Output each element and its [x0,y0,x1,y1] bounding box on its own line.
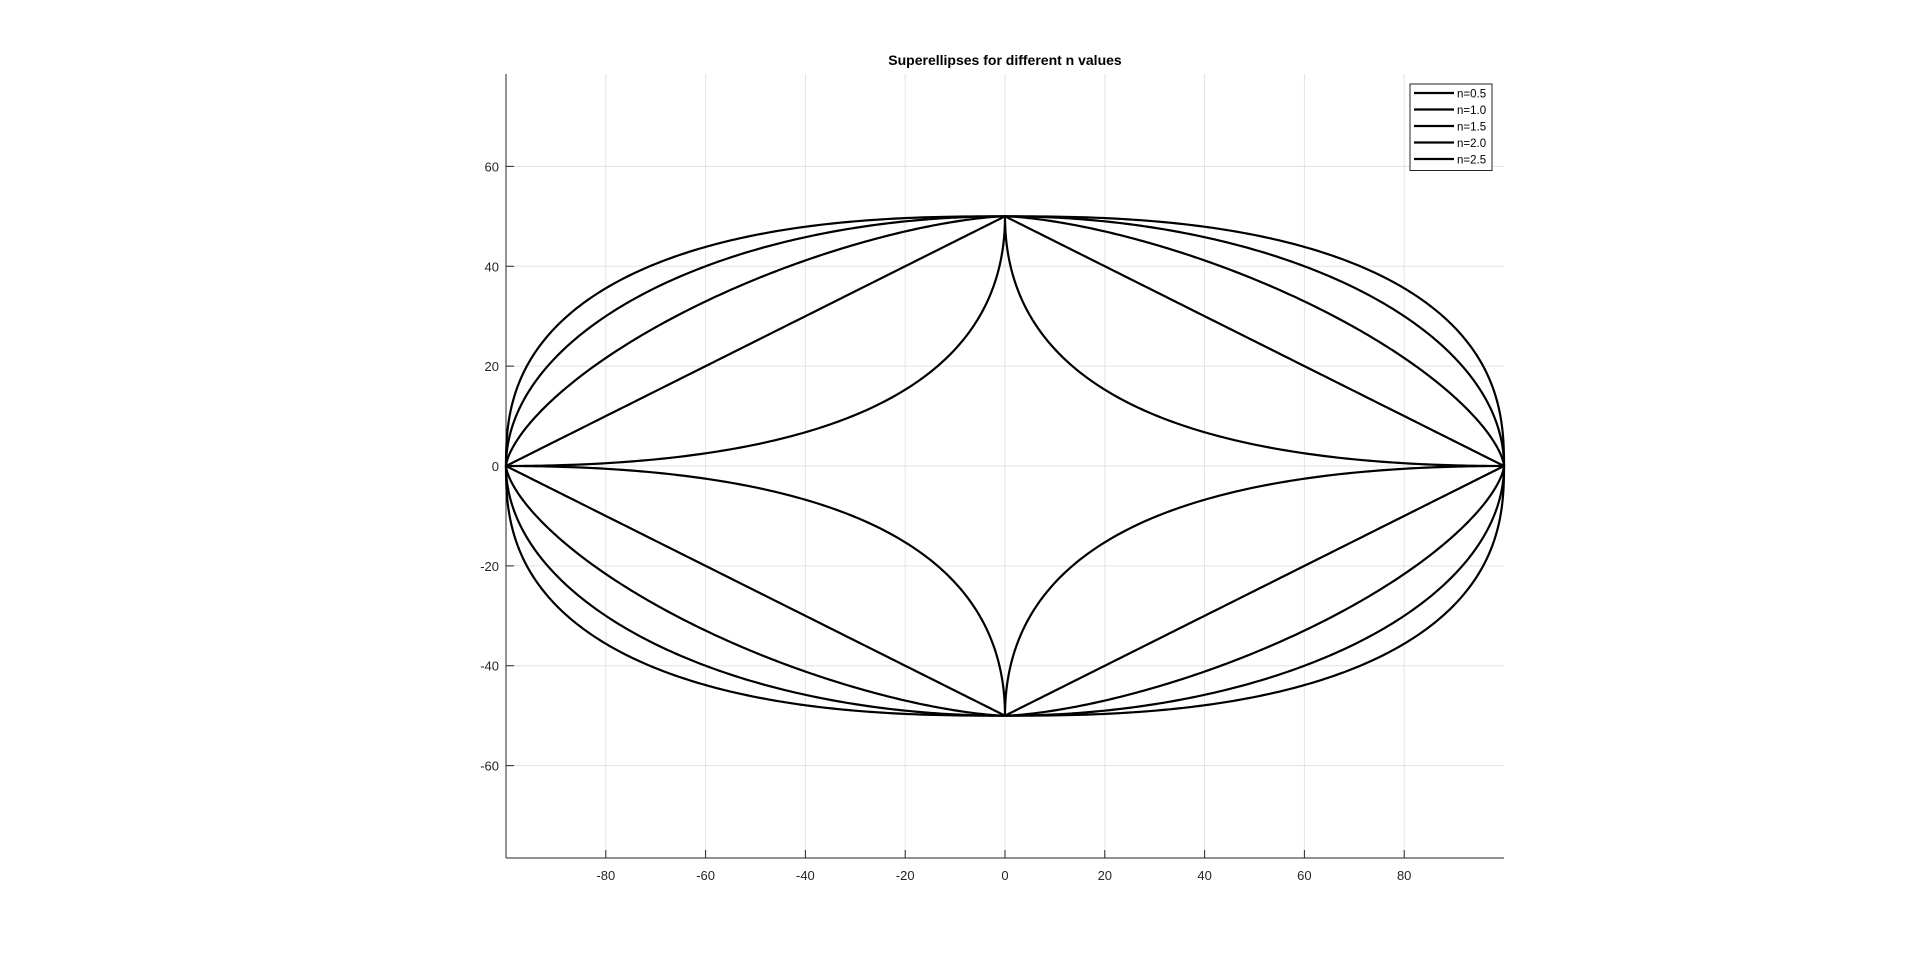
y-tick-label: 60 [485,159,499,174]
x-tick-label: 80 [1397,868,1411,883]
legend-box [1409,83,1493,171]
grid-lines [506,74,1504,858]
series-lines [504,215,1506,717]
legend-label: n=1.0 [1457,105,1486,117]
x-tick-label: -80 [596,868,615,883]
x-tick-label: -40 [796,868,815,883]
x-tick-label: 20 [1098,868,1112,883]
legend-label: n=1.5 [1457,122,1486,134]
chart-title: Superellipses for different n values [888,52,1122,68]
legend-label: n=2.5 [1457,155,1486,167]
x-tick-label: 0 [1001,868,1008,883]
y-tick-label: 40 [485,259,499,274]
y-tick-label: -20 [480,559,499,574]
x-tick-label: -60 [696,868,715,883]
y-tick-label: 0 [492,459,499,474]
legend: n=0.5 n=1.0 n=1.5 n=2.0 n=2.5 [1409,83,1493,171]
legend-label: n=0.5 [1457,89,1486,101]
x-tick-label: 40 [1197,868,1211,883]
legend-label: n=2.0 [1457,138,1486,150]
series-line-n-2-5 [504,215,1506,717]
y-tick-label: -40 [480,659,499,674]
x-tick-label: -20 [896,868,915,883]
y-tick-label: -60 [480,759,499,774]
x-tick-label: 60 [1297,868,1311,883]
tick-labels: -80 -60 -40 -20 0 20 40 60 80 -60 -40 -20 0 20 40 60 [480,159,1411,883]
y-tick-label: 20 [485,359,499,374]
